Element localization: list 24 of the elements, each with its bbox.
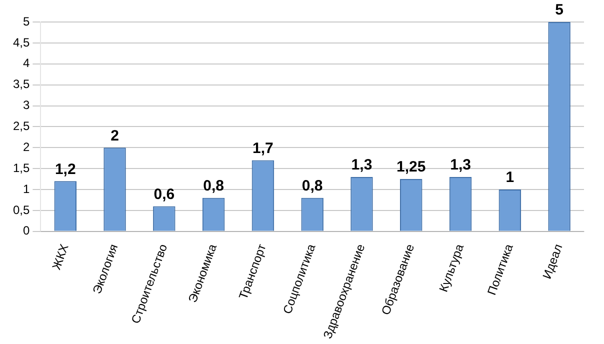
data-label: 0,8 xyxy=(302,178,323,195)
y-tick-label: 4 xyxy=(22,56,30,70)
y-tick-label: 1 xyxy=(22,182,30,196)
y-tick-label: 1,5 xyxy=(12,160,30,175)
data-label: 1,2 xyxy=(54,160,76,178)
y-tick-label: 5 xyxy=(22,14,30,28)
y-tick-label: 2 xyxy=(22,140,30,154)
data-label: 5 xyxy=(555,2,564,19)
data-label: 2 xyxy=(110,127,119,144)
data-label: 1 xyxy=(506,169,514,186)
y-tick-label: 4,5 xyxy=(12,35,30,50)
y-tick-label: 3 xyxy=(22,98,30,112)
data-label: 1,3 xyxy=(351,156,372,174)
data-label: 0,8 xyxy=(203,178,224,195)
y-tick-label: 0 xyxy=(22,224,30,238)
y-tick-label: 0,5 xyxy=(12,202,30,217)
data-label: 1,25 xyxy=(396,158,426,176)
y-tick-label: 2,5 xyxy=(12,119,30,134)
x-tick-label: Идеал xyxy=(540,242,566,281)
data-label: 0,6 xyxy=(154,186,175,203)
data-label: 1,7 xyxy=(252,140,274,157)
x-tick-label: ЖКХ xyxy=(49,242,72,272)
data-label: 1,3 xyxy=(450,156,471,174)
y-tick-label: 3,5 xyxy=(12,77,30,92)
